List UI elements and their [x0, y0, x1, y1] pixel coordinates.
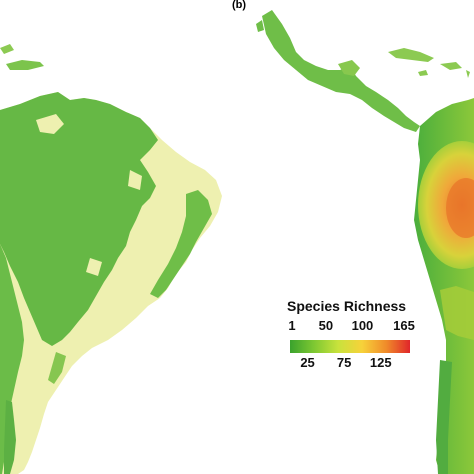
- chile-strip: [436, 360, 452, 474]
- central-america: [262, 10, 420, 132]
- baja-tip: [256, 20, 264, 32]
- andes-strip-left-south: [4, 400, 16, 474]
- legend-tick-top: 50: [318, 318, 334, 333]
- andean-hotspot: [418, 141, 474, 269]
- pampas-green: [48, 352, 66, 384]
- pale-patch: [86, 258, 102, 276]
- atlantic-forest: [150, 190, 212, 298]
- color-scale-bar: [290, 340, 410, 353]
- andean-hotspot-core: [446, 178, 474, 238]
- amazon-region: [0, 92, 158, 346]
- hispaniola: [440, 62, 462, 70]
- jamaica: [418, 70, 428, 76]
- legend-tick-top: 1: [288, 318, 296, 333]
- lesser-antilles: [466, 70, 470, 78]
- andes-south-band: [440, 286, 474, 340]
- caribbean-island: [6, 60, 44, 70]
- species-richness-legend: Species Richness 1 50 100 165 25 75 125: [284, 298, 444, 376]
- legend-tick-bottom: 125: [369, 355, 392, 370]
- yucatan: [338, 60, 360, 76]
- panel-label: (b): [232, 0, 247, 11]
- south-america-map-left: [0, 44, 222, 474]
- legend-tick-top: 100: [351, 318, 374, 333]
- legend-tick-bottom: 75: [336, 355, 352, 370]
- pale-patch: [36, 114, 64, 134]
- legend-tick-top: 165: [393, 318, 415, 333]
- legend-title: Species Richness: [287, 298, 407, 314]
- pale-patch: [128, 170, 142, 190]
- cuba: [388, 48, 434, 62]
- legend-tick-bottom: 25: [300, 355, 315, 370]
- neotropics-map-right: [256, 10, 474, 474]
- caribbean-island: [0, 44, 14, 54]
